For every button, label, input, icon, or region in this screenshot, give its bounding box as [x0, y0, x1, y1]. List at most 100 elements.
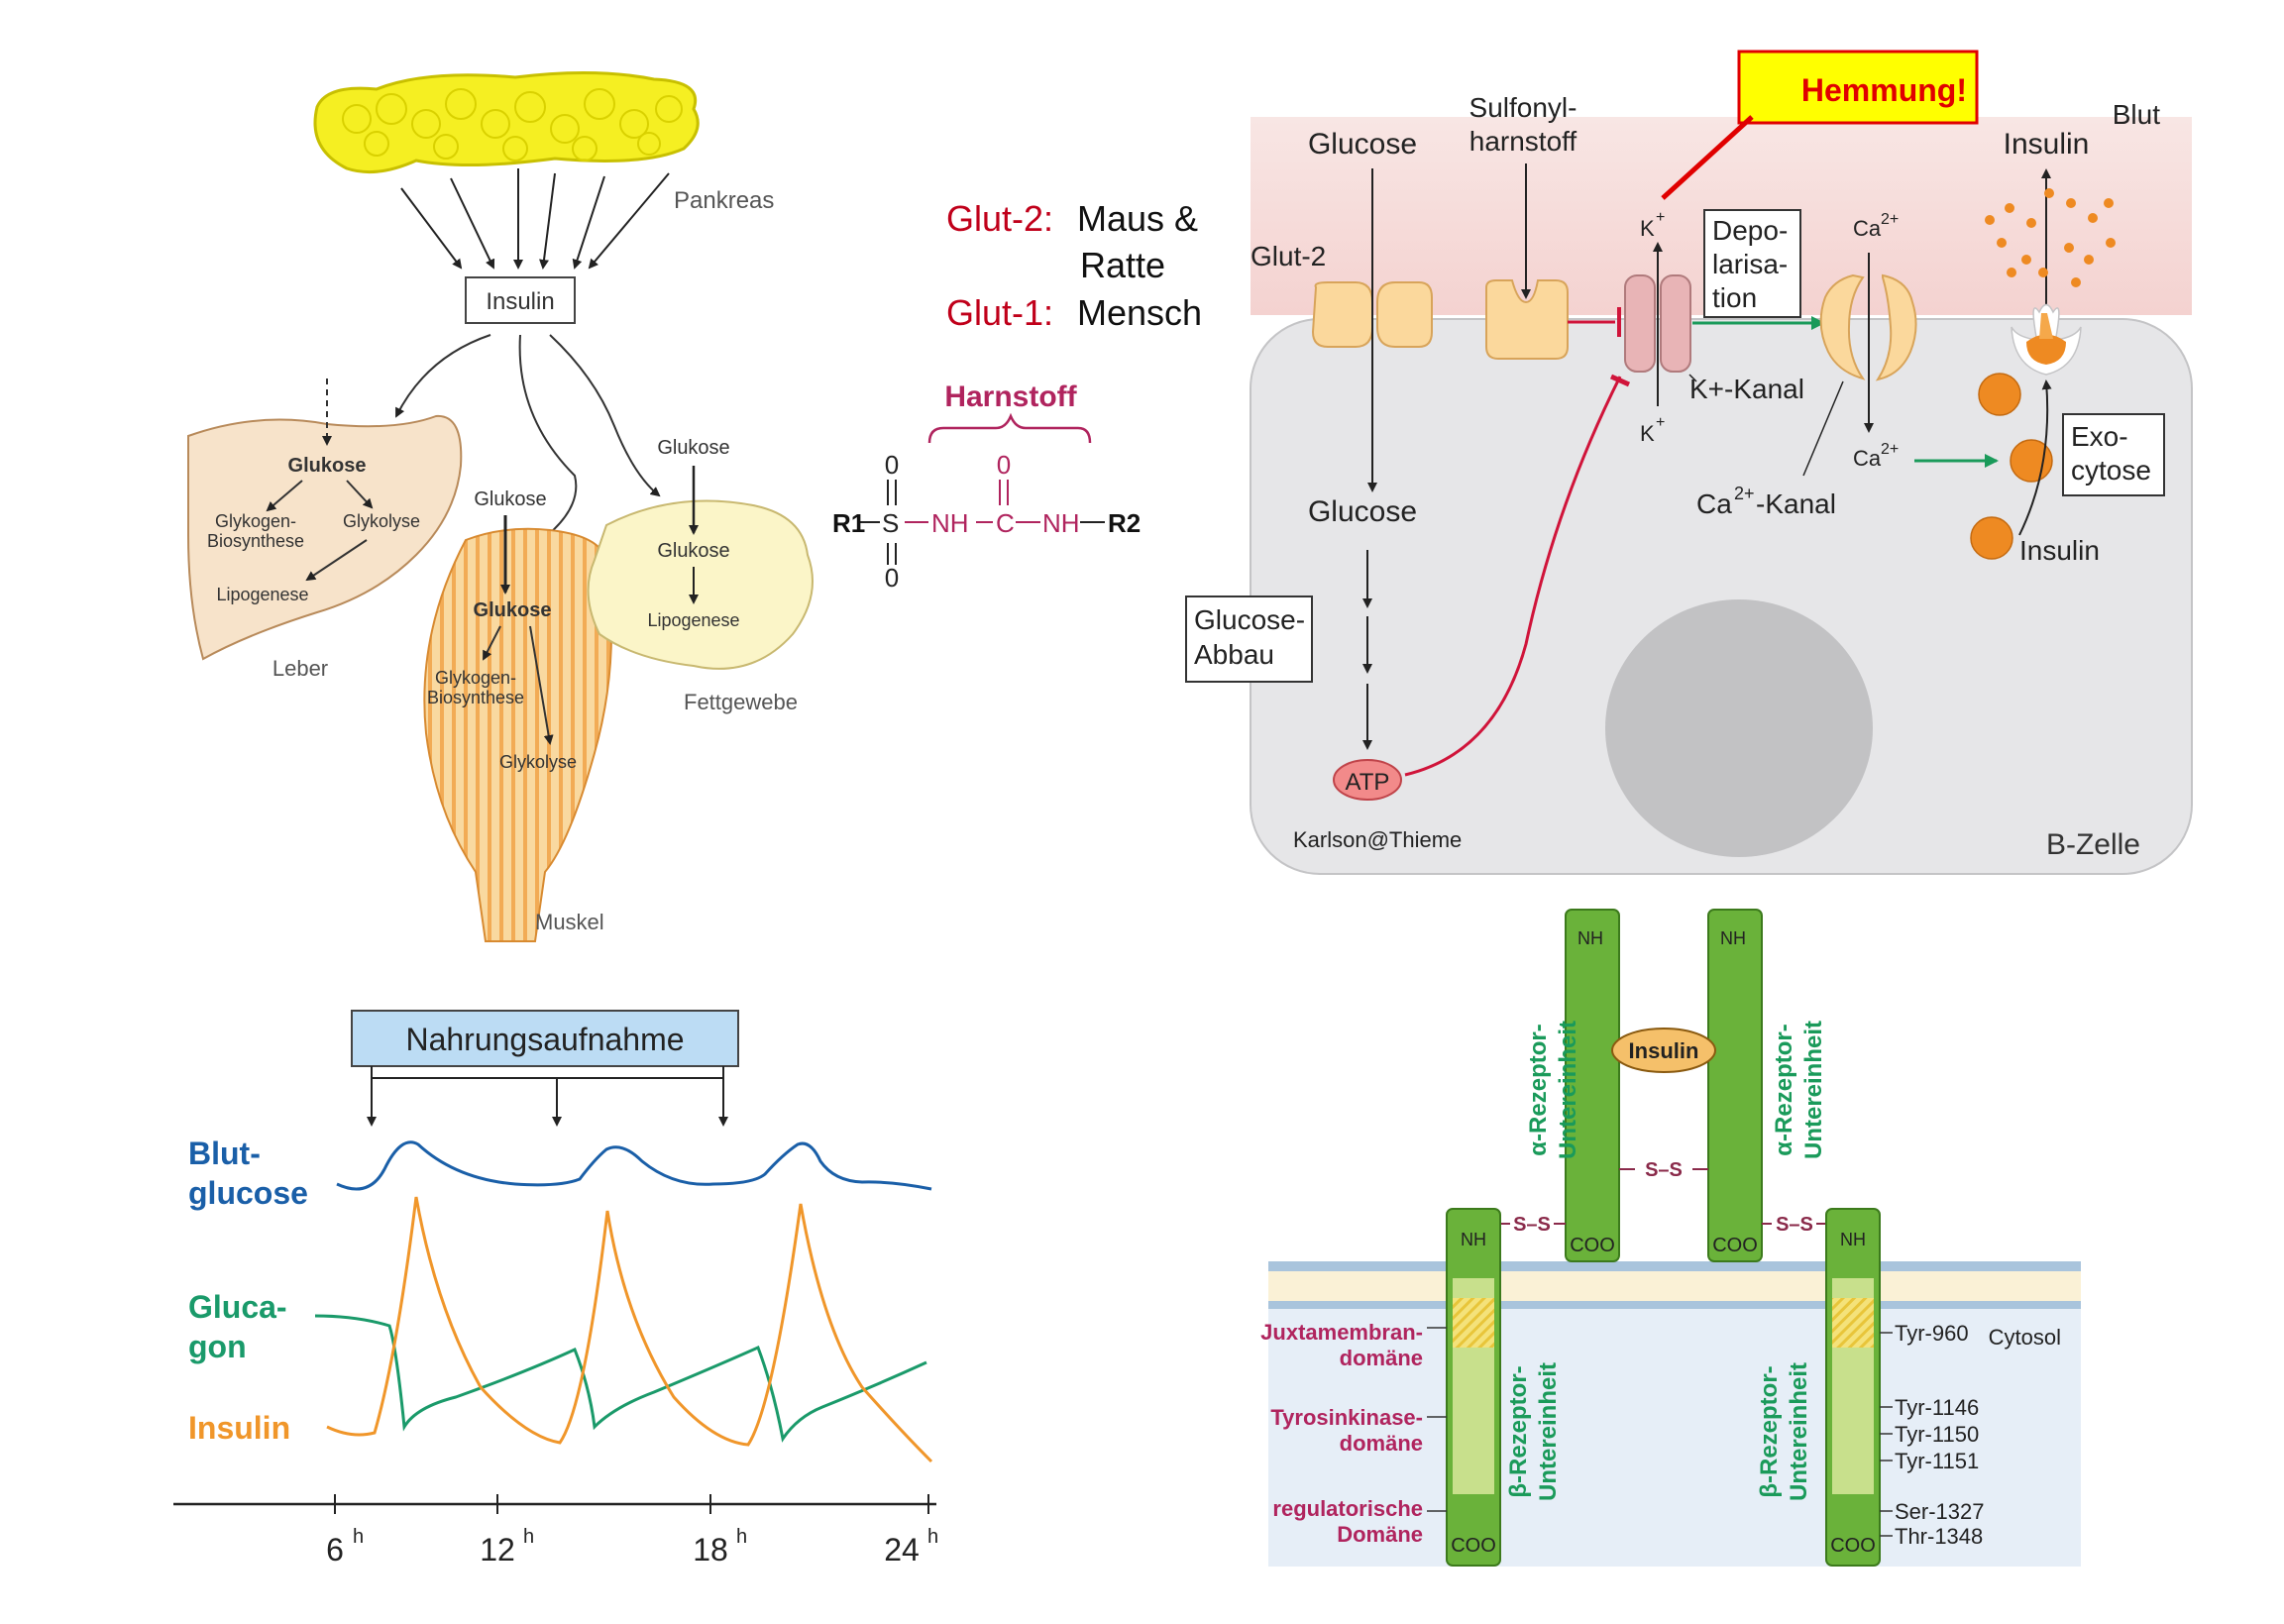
beta-left-coo: COO [1451, 1535, 1496, 1557]
ca-top-charge: 2+ [1881, 211, 1899, 228]
fat-lipogenese: Lipogenese [647, 610, 739, 630]
nahrung-banner [351, 1010, 739, 1067]
residue-tyr-1150: Tyr-1150 [1895, 1422, 1979, 1447]
glut2-label: Glut-2 [1251, 241, 1326, 271]
regul-l2: Domäne [1337, 1522, 1423, 1547]
r1-label: R1 [832, 508, 865, 538]
alpha-right-l1: α-Rezeptor- [1771, 1024, 1797, 1155]
pancreas-illustration [313, 70, 700, 174]
liver-glukose: Glukose [288, 455, 367, 477]
k-top-charge: + [1656, 209, 1665, 226]
muscle-glukose-top: Glukose [474, 488, 546, 510]
liver-glykogen-l1: Glykogen- [215, 511, 296, 531]
beta-left-l2: Untereinheit [1535, 1362, 1562, 1501]
insulin-targets-panel: Pankreas Insulin Glukose Glykogen- Biosy [187, 70, 814, 942]
insulin-top-label: Insulin [2004, 128, 2090, 161]
credit-label: Karlson@Thieme [1293, 827, 1462, 852]
tick-12: 12 [480, 1532, 515, 1568]
insulin-ligand-label: Insulin [1629, 1038, 1699, 1063]
sulfonylurea-receptor [1485, 279, 1569, 360]
beta-cell-panel: Blut Hemmung! Glucose Sulfonyl- harnstof… [1185, 50, 2193, 875]
insulin-ligand [1611, 1028, 1716, 1073]
r2-label: R2 [1108, 508, 1141, 538]
insulin-receptor-panel: Cytosol Insulin α-Rezeptor- Untereinheit… [1260, 909, 2081, 1567]
cytosol-region [1268, 1309, 2081, 1567]
insulin-granule-1 [1978, 373, 2021, 416]
pancreas-label: Pankreas [674, 187, 774, 214]
k-channel-left [1624, 274, 1656, 373]
tick-6-unit: h [353, 1526, 364, 1548]
beta-left-nh3: NH [1461, 1230, 1486, 1249]
exocytosis-l2: cytose [2071, 455, 2151, 486]
ca-bottom-charge: 2+ [1881, 441, 1899, 458]
fat-illustration [587, 499, 814, 670]
tick-18-unit: h [736, 1526, 747, 1548]
s-oxygen-top: 0 [885, 450, 899, 480]
membrane-inner [1268, 1301, 2081, 1309]
c-atom: C [996, 508, 1015, 538]
atp-inhibition-arrow [1404, 376, 1622, 777]
insulin-box-label: Insulin [486, 288, 554, 315]
liver-glykogen-l2: Biosynthese [207, 531, 304, 551]
tick-18: 18 [693, 1532, 728, 1568]
muscle-glukose: Glukose [474, 599, 552, 621]
glucose-abbau-l2: Abbau [1194, 639, 1274, 670]
muscle-glykogen-l1: Glykogen- [435, 668, 516, 688]
insulin-bottom-label: Insulin [2019, 535, 2100, 566]
b-cell-label: B-Zelle [2046, 828, 2140, 861]
atp-bubble [1333, 759, 1402, 801]
ca-channel-right [1875, 273, 1917, 381]
muscle-glykogen-l2: Biosynthese [427, 688, 524, 707]
glut2-species-l1: Maus & [1077, 198, 1198, 239]
ca-channel-left [1819, 273, 1866, 380]
liver-label: Leber [272, 656, 328, 681]
alpha-subunit-right [1707, 909, 1763, 1262]
glut2-transporter-left [1311, 281, 1373, 348]
alpha-left-nh3: NH [1577, 928, 1603, 948]
alpha-left-coo: COO [1570, 1235, 1615, 1256]
ca-channel-label-pre: Ca [1696, 488, 1732, 519]
juxta-l2: domäne [1340, 1346, 1423, 1370]
tick-12-unit: h [523, 1526, 534, 1548]
exocytosis-l1: Exo- [2071, 421, 2128, 452]
muscle-glykolyse: Glykolyse [499, 752, 577, 772]
depolarisation-l1: Depo- [1712, 215, 1788, 246]
glut1-name: Glut-1: [946, 292, 1053, 333]
k-channel-right [1660, 274, 1691, 373]
liver-illustration [187, 414, 463, 661]
time-chart-panel: Nahrungsaufnahme Blut- glucose Gluca- go… [173, 1010, 938, 1568]
blutglucose-l1: Blut- [188, 1136, 261, 1171]
glut-note: Glut-2: Maus & Ratte Glut-1: Mensch [946, 198, 1202, 333]
insulin-box [465, 276, 576, 324]
sulfonyl-label-l1: Sulfonyl- [1469, 92, 1577, 123]
depolarisation-box [1703, 209, 1801, 318]
urea-brace [927, 412, 1092, 444]
alpha-right-l2: Untereinheit [1800, 1021, 1827, 1159]
insulin-organ-arrows [395, 334, 661, 557]
glucose-abbau-box [1185, 595, 1313, 683]
nh2-atom: NH [1042, 508, 1080, 538]
fat-label: Fettgewebe [684, 690, 798, 714]
insulin-curve [326, 1196, 933, 1463]
nh1-atom: NH [931, 508, 969, 538]
ca-channel-label-charge: 2+ [1734, 484, 1755, 503]
glucagon-l2: gon [188, 1329, 247, 1364]
fat-glukose-top: Glukose [657, 437, 729, 459]
membrane-outer [1268, 1261, 2081, 1271]
urea-title: Harnstoff [944, 380, 1077, 413]
tick-6: 6 [326, 1532, 344, 1568]
c-oxygen-top: 0 [997, 450, 1011, 480]
blutglucose-curve [336, 1140, 932, 1191]
alpha-left-l1: α-Rezeptor- [1525, 1024, 1552, 1155]
cytosol-label: Cytosol [1989, 1325, 2061, 1350]
residue-thr-1348: Thr-1348 [1895, 1524, 1983, 1549]
atp-label: ATP [1346, 769, 1390, 796]
residue-tyr-1146: Tyr-1146 [1895, 1395, 1979, 1420]
glut1-species: Mensch [1077, 292, 1202, 333]
pancreas-arrows [400, 168, 670, 270]
liver-glykolyse: Glykolyse [343, 511, 420, 531]
ss-bond-alpha: S–S [1645, 1159, 1683, 1181]
depolarisation-l2: larisa- [1712, 249, 1788, 279]
beta-right-nh3: NH [1840, 1230, 1866, 1249]
